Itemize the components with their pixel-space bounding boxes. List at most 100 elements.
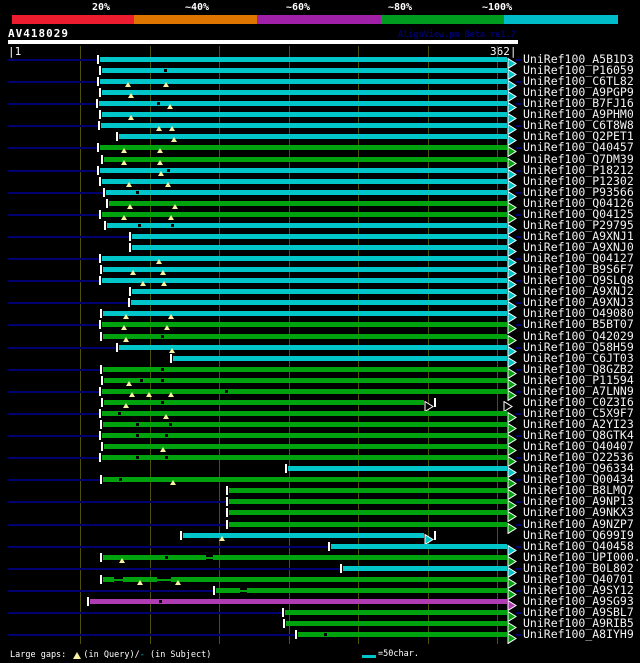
alignment-bar[interactable] (229, 510, 507, 515)
hit-label[interactable]: UniRef100_A9XNJ3 (523, 295, 634, 309)
alignment-bar[interactable] (206, 557, 213, 559)
alignment-bar[interactable] (102, 433, 507, 438)
hit-label[interactable]: UniRef100_Q699I9 (523, 528, 634, 542)
alignment-bar[interactable] (102, 112, 507, 117)
alignment-bar[interactable] (131, 300, 507, 305)
hit-label[interactable]: UniRef100_A9PGP9 (523, 85, 634, 99)
hit-label[interactable]: UniRef100_A9XNJ0 (523, 240, 634, 254)
alignment-bar[interactable] (102, 212, 507, 217)
alignment-bar[interactable] (229, 499, 507, 504)
alignment-bar[interactable] (132, 289, 507, 294)
hit-label[interactable]: UniRef100_A5B1D3 (523, 52, 634, 66)
alignment-bar[interactable] (102, 322, 507, 327)
hit-label[interactable]: UniRef100_A9XNJ2 (523, 284, 634, 298)
alignment-bar[interactable] (100, 57, 507, 62)
hit-label[interactable]: UniRef100_C6TL82 (523, 74, 634, 88)
alignment-bar[interactable] (103, 577, 114, 582)
alignment-bar[interactable] (173, 356, 507, 361)
alignment-bar[interactable] (102, 68, 507, 73)
alignment-bar[interactable] (100, 79, 507, 84)
alignment-bar[interactable] (286, 621, 507, 626)
alignment-bar[interactable] (102, 256, 507, 261)
alignment-bar[interactable] (183, 533, 424, 538)
hit-label[interactable]: UniRef100_A2YI23 (523, 417, 634, 431)
hit-label[interactable]: UniRef100_P11594 (523, 373, 634, 387)
alignment-bar[interactable] (247, 588, 507, 593)
hit-label[interactable]: UniRef100_B7FJ16 (523, 96, 634, 110)
hit-label[interactable]: UniRef100_A9RIB5 (523, 616, 634, 630)
hit-label[interactable]: UniRef100_P12302 (523, 174, 634, 188)
alignment-bar[interactable] (102, 389, 507, 394)
hit-label[interactable]: UniRef100_A8IYH9 (523, 627, 634, 641)
alignment-bar[interactable] (229, 488, 507, 493)
hit-label[interactable]: UniRef100_A9SG93 (523, 594, 634, 608)
alignment-bar[interactable] (171, 577, 507, 582)
alignment-bar[interactable] (106, 190, 507, 195)
alignment-bar[interactable] (107, 223, 507, 228)
hit-label[interactable]: UniRef100_O22536 (523, 450, 634, 464)
alignment-bar[interactable] (114, 579, 123, 581)
hit-label[interactable]: UniRef100_UPI000.. (523, 550, 640, 564)
alignment-bar[interactable] (102, 411, 507, 416)
hit-label[interactable]: UniRef100_Q40458 (523, 539, 634, 553)
alignment-bar[interactable] (157, 579, 171, 581)
hit-label[interactable]: UniRef100_C6T8W8 (523, 118, 634, 132)
alignment-bar[interactable] (103, 555, 206, 560)
hit-label[interactable]: UniRef100_Q04126 (523, 196, 634, 210)
hit-label[interactable]: UniRef100_C0Z3I6 (523, 395, 634, 409)
hit-label[interactable]: UniRef100_B8LMQ7 (523, 483, 634, 497)
alignment-bar[interactable] (123, 577, 157, 582)
hit-label[interactable]: UniRef100_A9PHM0 (523, 107, 634, 121)
alignment-bar[interactable] (102, 90, 507, 95)
alignment-bar[interactable] (102, 179, 507, 184)
alignment-bar[interactable] (101, 123, 507, 128)
hit-label[interactable]: UniRef100_C6JT03 (523, 351, 634, 365)
alignment-bar[interactable] (102, 455, 507, 460)
alignment-bar[interactable] (104, 157, 507, 162)
alignment-bar[interactable] (103, 311, 507, 316)
alignment-bar[interactable] (213, 555, 507, 560)
alignment-bar[interactable] (100, 145, 507, 150)
hit-label[interactable]: UniRef100_Q96334 (523, 461, 634, 475)
hit-label[interactable]: UniRef100_Q8GZB2 (523, 362, 634, 376)
alignment-bar[interactable] (343, 566, 507, 571)
hit-label[interactable]: UniRef100_Q04127 (523, 251, 634, 265)
hit-label[interactable]: UniRef100_A9NP13 (523, 494, 634, 508)
hit-label[interactable]: UniRef100_P16059 (523, 63, 634, 77)
alignment-bar[interactable] (331, 544, 507, 549)
hit-label[interactable]: UniRef100_A9SY12 (523, 583, 634, 597)
hit-label[interactable]: UniRef100_P93566 (523, 185, 634, 199)
alignment-bar[interactable] (103, 367, 507, 372)
alignment-bar[interactable] (298, 632, 507, 637)
hit-label[interactable]: UniRef100_Q2PET1 (523, 129, 634, 143)
hit-label[interactable]: UniRef100_B9S6F7 (523, 262, 634, 276)
hit-label[interactable]: UniRef100_P29795 (523, 218, 634, 232)
hit-label[interactable]: UniRef100_Q42029 (523, 329, 634, 343)
hit-label[interactable]: UniRef100_O49080 (523, 306, 634, 320)
alignment-bar[interactable] (109, 201, 507, 206)
alignment-bar[interactable] (216, 588, 240, 593)
alignment-bar[interactable] (288, 466, 507, 471)
alignment-bar[interactable] (132, 234, 507, 239)
hit-label[interactable]: UniRef100_A9SBL7 (523, 605, 634, 619)
hit-label[interactable]: UniRef100_B5BT07 (523, 317, 634, 331)
alignment-bar[interactable] (90, 599, 507, 604)
hit-label[interactable]: UniRef100_P18212 (523, 163, 634, 177)
alignment-bar[interactable] (103, 267, 507, 272)
alignment-bar[interactable] (132, 245, 507, 250)
alignment-bar[interactable] (99, 101, 507, 106)
hit-label[interactable]: UniRef100_Q58H59 (523, 340, 634, 354)
alignment-bar[interactable] (103, 422, 507, 427)
hit-label[interactable]: UniRef100_A9NKX3 (523, 505, 634, 519)
hit-label[interactable]: UniRef100_Q7DM39 (523, 152, 634, 166)
hit-label[interactable]: UniRef100_B0L802 (523, 561, 634, 575)
alignment-bar[interactable] (103, 334, 507, 339)
hit-label[interactable]: UniRef100_C5X9F7 (523, 406, 634, 420)
alignment-bar[interactable] (103, 477, 507, 482)
hit-label[interactable]: UniRef100_Q9SLQ8 (523, 273, 634, 287)
alignment-bar[interactable] (100, 168, 507, 173)
alignment-bar[interactable] (240, 590, 247, 592)
alignment-bar[interactable] (104, 378, 507, 383)
alignment-bar[interactable] (119, 345, 507, 350)
alignment-bar[interactable] (104, 444, 507, 449)
